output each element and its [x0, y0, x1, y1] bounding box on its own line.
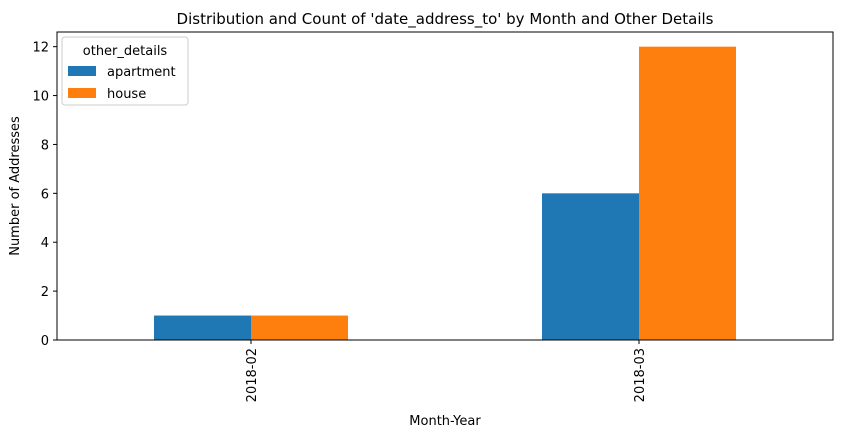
legend-title: other_details — [83, 44, 168, 59]
bar-house-2018-02 — [251, 315, 348, 340]
x-axis-label: Month-Year — [409, 414, 481, 429]
x-tick-label-2018-02: 2018-02 — [245, 348, 260, 402]
x-axis: 2018-02 2018-03 — [245, 340, 648, 402]
legend: other_details apartment house — [61, 36, 189, 106]
y-tick-label: 2 — [41, 285, 49, 300]
y-axis-label: Number of Addresses — [8, 116, 23, 256]
legend-swatch-house — [68, 88, 96, 98]
y-tick-label: 8 — [41, 138, 49, 153]
legend-swatch-apartment — [68, 66, 96, 76]
x-tick-label-2018-03: 2018-03 — [633, 348, 648, 402]
bar-house-2018-03 — [639, 46, 736, 341]
y-tick-label: 12 — [32, 41, 49, 56]
legend-label-apartment: apartment — [107, 65, 176, 80]
y-axis: 0 2 4 6 8 10 12 — [32, 41, 57, 349]
plot-frame — [56, 31, 834, 341]
legend-label-house: house — [107, 87, 146, 102]
bar-apartment-2018-03 — [542, 193, 639, 340]
y-tick-label: 6 — [41, 187, 49, 202]
bars-group — [154, 46, 736, 341]
y-tick-label: 10 — [32, 90, 49, 105]
y-tick-label: 4 — [41, 236, 49, 251]
chart-title: Distribution and Count of 'date_address_… — [177, 10, 714, 29]
y-tick-label: 0 — [41, 334, 49, 349]
bar-apartment-2018-02 — [154, 315, 251, 340]
